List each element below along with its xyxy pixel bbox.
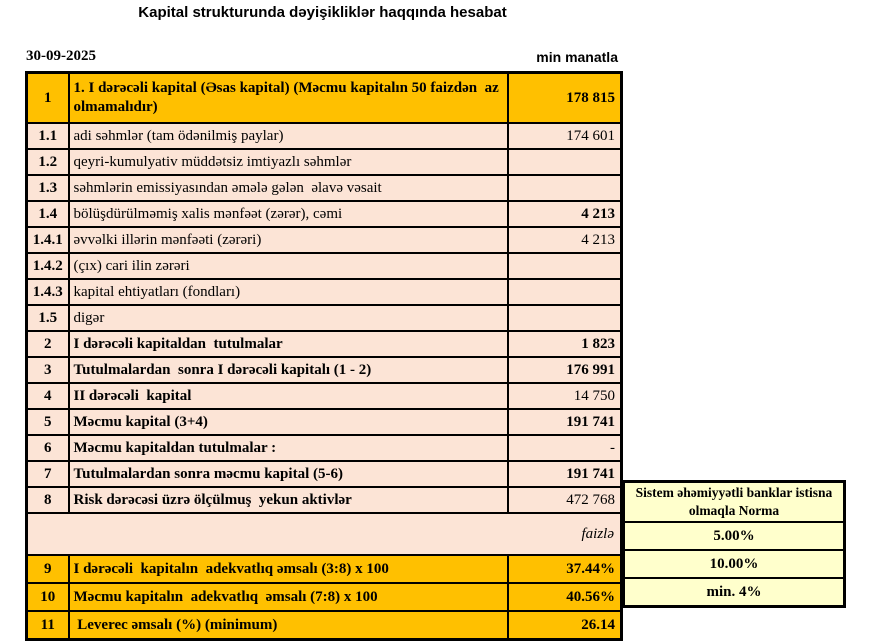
- row-value: [506, 252, 623, 280]
- norma-value: 5.00%: [622, 521, 846, 551]
- table-row: 1.4.2 (çıx) cari ilin zərəri: [25, 252, 623, 280]
- row-label: Leverec əmsalı (%) (minimum): [67, 610, 509, 641]
- table-row: 1.4 bölüşdürülməmiş xalis mənfəət (zərər)…: [25, 200, 623, 228]
- norma-table: Sistem əhəmiyyətli banklar istisna olmaq…: [622, 480, 846, 608]
- row-label: Məcmu kapitalın adekvatlıq əmsalı (7:8) …: [67, 582, 509, 612]
- row-number: 1: [25, 71, 70, 124]
- norma-table-grid: Sistem əhəmiyyətli banklar istisna olmaq…: [622, 480, 846, 608]
- row-number: 8: [25, 486, 70, 514]
- row-number: 1.1: [25, 122, 70, 150]
- norma-value: 10.00%: [622, 549, 846, 579]
- row-number: 6: [25, 434, 70, 462]
- row-number: 10: [25, 582, 70, 612]
- row-label: adi səhmlər (tam ödənilmiş paylar): [67, 122, 509, 150]
- row-value: [506, 304, 623, 332]
- row-label: Məcmu kapital (3+4): [67, 408, 509, 436]
- norma-value-row: 10.00%: [622, 549, 846, 579]
- table-row: 1.5 digər: [25, 304, 623, 332]
- row-value: [506, 174, 623, 202]
- row-value: 37.44%: [506, 554, 623, 584]
- row-number: 9: [25, 554, 70, 584]
- row-number: 1.2: [25, 148, 70, 176]
- row-label: 1. I dərəcəli kapital (Əsas kapital) (Mə…: [67, 71, 509, 124]
- row-value: -: [506, 434, 623, 462]
- norma-value-row: min. 4%: [622, 577, 846, 608]
- table-row: 1.4.3 kapital ehtiyatları (fondları): [25, 278, 623, 306]
- row-value: 191 741: [506, 408, 623, 436]
- currency-unit-label: min manatla: [536, 49, 618, 65]
- norma-header-cell: Sistem əhəmiyyətli banklar istisna olmaq…: [622, 480, 846, 523]
- row-label: Risk dərəcəsi üzrə ölçülmuş yekun aktivl…: [67, 486, 509, 514]
- norma-value-row: 5.00%: [622, 521, 846, 551]
- capital-structure-table: 1 1. I dərəcəli kapital (Əsas kapital) (M…: [25, 71, 623, 641]
- table-row: 6 Məcmu kapitaldan tutulmalar :-: [25, 434, 623, 462]
- row-number: 1.4: [25, 200, 70, 228]
- row-number: 11: [25, 610, 70, 641]
- norma-header-row: Sistem əhəmiyyətli banklar istisna olmaq…: [622, 480, 846, 523]
- row-value: [506, 278, 623, 306]
- row-number: 7: [25, 460, 70, 488]
- row-label: Tutulmalardan sonra I dərəcəli kapitalı …: [67, 356, 509, 384]
- table-row: 11 Leverec əmsalı (%) (minimum) 26.14: [25, 610, 623, 641]
- row-value: 4 213: [506, 200, 623, 228]
- table-row: 8 Risk dərəcəsi üzrə ölçülmuş yekun aktiv…: [25, 486, 623, 514]
- unit-note-row: faizlə: [25, 512, 623, 556]
- table-row: 1 1. I dərəcəli kapital (Əsas kapital) (M…: [25, 71, 623, 124]
- row-value: 4 213: [506, 226, 623, 254]
- row-value: 14 750: [506, 382, 623, 410]
- row-value: 472 768: [506, 486, 623, 514]
- row-value: 191 741: [506, 460, 623, 488]
- row-label: əvvəlki illərin mənfəəti (zərəri): [67, 226, 509, 254]
- row-label: digər: [67, 304, 509, 332]
- row-number: 1.4.3: [25, 278, 70, 306]
- row-number: 1.5: [25, 304, 70, 332]
- capital-structure-table-grid: 1 1. I dərəcəli kapital (Əsas kapital) (M…: [25, 71, 623, 641]
- table-row: 10 Məcmu kapitalın adekvatlıq əmsalı (7:8…: [25, 582, 623, 612]
- row-number: 1.3: [25, 174, 70, 202]
- row-label: Tutulmalardan sonra məcmu kapital (5-6): [67, 460, 509, 488]
- norma-value: min. 4%: [622, 577, 846, 608]
- row-value: 178 815: [506, 71, 623, 124]
- row-value: 1 823: [506, 330, 623, 358]
- row-number: 2: [25, 330, 70, 358]
- report-date: 30-09-2025: [26, 48, 96, 64]
- table-row: 1.4.1 əvvəlki illərin mənfəəti (zərəri) 4 …: [25, 226, 623, 254]
- row-number: 1.4.2: [25, 252, 70, 280]
- table-row: 3 Tutulmalardan sonra I dərəcəli kapitalı…: [25, 356, 623, 384]
- row-value: 26.14: [506, 610, 623, 641]
- page-title: Kapital strukturunda dəyişikliklər haqqı…: [138, 4, 507, 21]
- row-value: 176 991: [506, 356, 623, 384]
- percent-unit-label: faizlə: [25, 512, 623, 556]
- table-row: 5 Məcmu kapital (3+4) 191 741: [25, 408, 623, 436]
- row-label: qeyri-kumulyativ müddətsiz imtiyazlı səh…: [67, 148, 509, 176]
- row-label: kapital ehtiyatları (fondları): [67, 278, 509, 306]
- row-value: 174 601: [506, 122, 623, 150]
- row-number: 5: [25, 408, 70, 436]
- table-row: 7 Tutulmalardan sonra məcmu kapital (5-6)…: [25, 460, 623, 488]
- table-row: 4 II dərəcəli kapital 14 750: [25, 382, 623, 410]
- row-label: Məcmu kapitaldan tutulmalar :: [67, 434, 509, 462]
- table-row: 1.1 adi səhmlər (tam ödənilmiş paylar) 174…: [25, 122, 623, 150]
- row-label: (çıx) cari ilin zərəri: [67, 252, 509, 280]
- row-label: II dərəcəli kapital: [67, 382, 509, 410]
- table-row: 1.2 qeyri-kumulyativ müddətsiz imtiyazlı …: [25, 148, 623, 176]
- table-row: 1.3 səhmlərin emissiyasından əmələ gələn …: [25, 174, 623, 202]
- row-number: 1.4.1: [25, 226, 70, 254]
- row-number: 3: [25, 356, 70, 384]
- row-label: bölüşdürülməmiş xalis mənfəət (zərər), c…: [67, 200, 509, 228]
- row-label: I dərəcəli kapitalın adekvatlıq əmsalı (…: [67, 554, 509, 584]
- row-number: 4: [25, 382, 70, 410]
- row-value: [506, 148, 623, 176]
- row-label: səhmlərin emissiyasından əmələ gələn əla…: [67, 174, 509, 202]
- row-label: I dərəcəli kapitaldan tutulmalar: [67, 330, 509, 358]
- row-value: 40.56%: [506, 582, 623, 612]
